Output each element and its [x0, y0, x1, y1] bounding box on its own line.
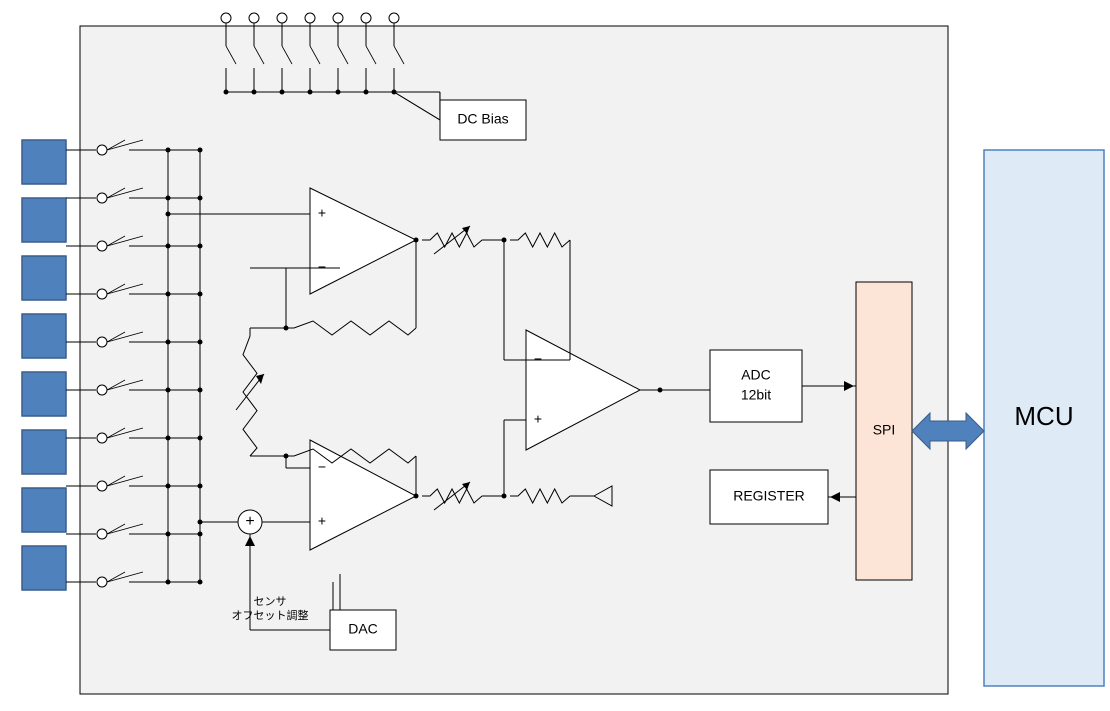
top-terminal: [249, 13, 259, 23]
adc-label-2: 12bit: [741, 387, 771, 403]
register-label: REGISTER: [733, 488, 805, 504]
sensor-block: [22, 372, 66, 416]
top-terminal: [305, 13, 315, 23]
sensor-block: [22, 488, 66, 532]
channel-terminal: [97, 481, 107, 491]
sensor-block: [22, 198, 66, 242]
dac-note-1: センサ: [254, 595, 287, 608]
top-terminal: [361, 13, 371, 23]
sensor-block: [22, 546, 66, 590]
dac-note-2: オフセット調整: [232, 608, 309, 622]
top-terminal: [277, 13, 287, 23]
channel-terminal: [97, 241, 107, 251]
sensor-block: [22, 140, 66, 184]
dcbias-label: DC Bias: [457, 111, 508, 127]
top-terminal: [221, 13, 231, 23]
svg-text:+: +: [245, 513, 254, 530]
svg-text:+: +: [318, 513, 326, 529]
sensor-block: [22, 256, 66, 300]
spi-label: SPI: [873, 422, 896, 438]
sensor-block: [22, 430, 66, 474]
svg-text:+: +: [534, 411, 542, 427]
top-terminal: [333, 13, 343, 23]
channel-terminal: [97, 193, 107, 203]
adc-label-1: ADC: [741, 367, 771, 383]
channel-terminal: [97, 385, 107, 395]
svg-text:+: +: [318, 205, 326, 221]
channel-terminal: [97, 337, 107, 347]
svg-text:−: −: [318, 459, 326, 475]
dac-label: DAC: [348, 621, 378, 637]
channel-terminal: [97, 145, 107, 155]
svg-text:−: −: [534, 351, 542, 367]
channel-terminal: [97, 529, 107, 539]
channel-terminal: [97, 577, 107, 587]
channel-terminal: [97, 433, 107, 443]
channel-terminal: [97, 289, 107, 299]
mcu-label: MCU: [1014, 401, 1073, 431]
top-terminal: [389, 13, 399, 23]
svg-text:−: −: [318, 259, 326, 275]
sensor-block: [22, 314, 66, 358]
